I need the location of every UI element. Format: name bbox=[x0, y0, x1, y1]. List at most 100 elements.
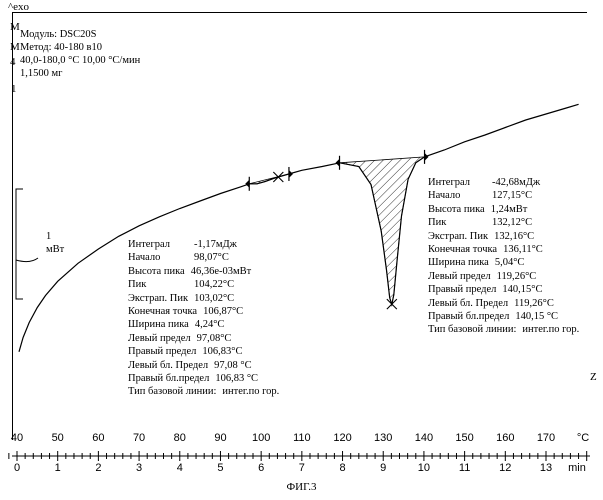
time-tick-label: 5 bbox=[217, 462, 223, 474]
plot-frame-left bbox=[12, 12, 13, 440]
time-tick-label: 3 bbox=[136, 462, 142, 474]
time-tick-label: 13 bbox=[540, 462, 552, 474]
temperature-tick-label: 140 bbox=[415, 432, 433, 444]
temperature-tick-label: 150 bbox=[455, 432, 473, 444]
time-tick-label: 10 bbox=[418, 462, 430, 474]
result-row: Ширина пика 5,04°C bbox=[428, 256, 579, 269]
result-label: Правый бл.предел bbox=[428, 311, 510, 323]
peak1-cross bbox=[272, 171, 284, 183]
result-value: 132,16°C bbox=[494, 230, 535, 242]
result-label: Начало bbox=[128, 252, 161, 264]
result-label: Экстрап. Пик bbox=[428, 230, 489, 242]
end-glyph: Z bbox=[590, 371, 597, 383]
result-value: 136,11°C bbox=[503, 244, 543, 256]
result-row: Левый бл. Предел 97,08 °C bbox=[128, 359, 279, 372]
result-label: Интеграл bbox=[128, 239, 170, 250]
side-glyph: 4 bbox=[10, 56, 16, 68]
result-row: Конечная точка 106,87°C bbox=[128, 305, 279, 318]
peak1-limit-arrow bbox=[288, 169, 293, 178]
result-row: Тип базовой линии: интег.по гор. bbox=[128, 385, 279, 398]
time-tick-label: 9 bbox=[380, 462, 386, 474]
time-tick-label: 6 bbox=[258, 462, 264, 474]
side-glyph: 1 bbox=[11, 83, 17, 95]
result-label: Левый предел bbox=[128, 332, 191, 344]
temperature-tick-label: 60 bbox=[92, 432, 104, 444]
result-label: Ширина пика bbox=[428, 257, 489, 269]
time-tick-label: 1 bbox=[55, 462, 61, 474]
side-glyph: M bbox=[10, 21, 20, 33]
result-row: Высота пика 46,36е-03мВт bbox=[128, 265, 279, 278]
result-row: Экстрап. Пик 103,02°C bbox=[128, 292, 279, 305]
temperature-tick-label: 50 bbox=[52, 432, 64, 444]
range-line: 40,0-180,0 °C 10,00 °C/мин bbox=[20, 55, 141, 66]
result-row: Пик 132,12°C bbox=[428, 216, 579, 229]
temperature-tick-label: 160 bbox=[496, 432, 514, 444]
exo-label: ^exo bbox=[8, 1, 30, 13]
result-row: Правый бл.предел 140,15 °C bbox=[428, 310, 579, 323]
result-value: 119,26°C bbox=[496, 270, 537, 282]
peak1-limit-arrow bbox=[245, 179, 250, 188]
result-value: 98,07°C bbox=[194, 252, 229, 264]
result-value: 46,36е-03мВт bbox=[190, 265, 252, 277]
result-row: Правый предел 140,15°C bbox=[428, 283, 579, 296]
result-label: Экстрап. Пик bbox=[128, 292, 189, 304]
scale-bar-value: 1 bbox=[46, 231, 52, 242]
result-value: интег.по гор. bbox=[222, 386, 280, 398]
result-row: Конечная точка 136,11°C bbox=[428, 243, 579, 256]
result-row: Интеграл -42,68мДж bbox=[428, 176, 579, 189]
result-value: интег.по гор. bbox=[522, 324, 580, 336]
result-row: Высота пика 1,24мВт bbox=[428, 203, 579, 216]
peak2-limit-arrow bbox=[424, 152, 429, 161]
result-value: 5,04°C bbox=[494, 257, 525, 269]
temperature-tick-label: 120 bbox=[333, 432, 351, 444]
temperature-tick-label: 100 bbox=[252, 432, 270, 444]
plot-frame-top bbox=[12, 12, 587, 13]
result-value: -1,17мДж bbox=[194, 239, 237, 250]
result-label: Левый бл. Предел bbox=[128, 359, 209, 371]
result-label: Тип базовой линии: bbox=[428, 324, 517, 336]
peak2-results: Интеграл -42,68мДж Начало 127,15°C Высота пи… bbox=[428, 176, 579, 337]
time-tick-label: 11 bbox=[459, 462, 470, 474]
result-label: Пик bbox=[128, 279, 147, 291]
peak2-limit-arrow bbox=[335, 158, 340, 167]
temperature-tick-label: 90 bbox=[214, 432, 226, 444]
result-row: Ширина пика 4,24°C bbox=[128, 318, 279, 331]
result-row: Пик 104,22°C bbox=[128, 278, 279, 291]
result-row: Правый предел 106,83°C bbox=[128, 345, 279, 358]
result-value: 106,83°C bbox=[202, 346, 243, 358]
heat-flow-curve bbox=[18, 103, 579, 352]
result-value: 104,22°C bbox=[194, 279, 235, 291]
result-row: Левый предел 119,26°C bbox=[428, 270, 579, 283]
temperature-tick-label: 40 bbox=[11, 432, 23, 444]
peak1-results: Интеграл -1,17мДж Начало 98,07°C Высота пика… bbox=[128, 238, 279, 399]
result-value: 106,83 °C bbox=[215, 373, 259, 385]
module-line: Модуль: DSC20S bbox=[20, 29, 97, 40]
result-label: Левый бл. Предел bbox=[428, 297, 509, 309]
result-value: 1,24мВт bbox=[490, 203, 528, 215]
result-row: Начало 127,15°C bbox=[428, 189, 579, 202]
result-value: 97,08°C bbox=[196, 332, 232, 344]
temperature-tick-label: 80 bbox=[174, 432, 186, 444]
result-label: Левый предел bbox=[428, 270, 491, 282]
result-value: 4,24°C bbox=[194, 319, 225, 331]
result-label: Высота пика bbox=[428, 203, 485, 215]
temperature-time-axis: 40 50 60 70 80 90 100 110 120 130 140 150 160 170 °C 0… bbox=[8, 432, 590, 474]
result-value: 127,15°C bbox=[492, 190, 533, 202]
result-value: 140,15 °C bbox=[515, 311, 559, 323]
time-tick-label: 12 bbox=[499, 462, 511, 474]
side-glyph: M bbox=[10, 41, 20, 53]
result-value: 97,08 °C bbox=[214, 359, 252, 371]
result-row: Левый предел 97,08°C bbox=[128, 332, 279, 345]
time-tick-label: 0 bbox=[14, 462, 20, 474]
result-row: Правый бл.предел 106,83 °C bbox=[128, 372, 279, 385]
time-tick-label: 7 bbox=[299, 462, 305, 474]
result-row: Тип базовой линии: интег.по гор. bbox=[428, 323, 579, 336]
result-value: 140,15°C bbox=[502, 284, 543, 296]
time-tick-label: 2 bbox=[95, 462, 101, 474]
method-line: Метод: 40-180 в10 bbox=[20, 42, 102, 53]
peak2-cross bbox=[386, 298, 398, 310]
time-unit-label: min bbox=[568, 462, 586, 474]
result-value: -42,68мДж bbox=[492, 177, 541, 188]
scale-bar-label: 1 мВт bbox=[46, 230, 64, 256]
